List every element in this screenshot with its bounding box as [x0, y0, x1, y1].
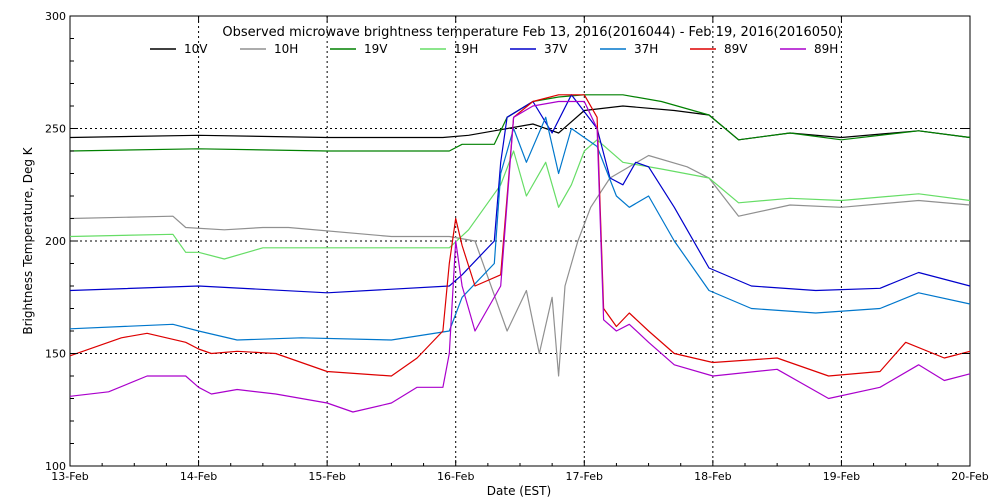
legend-label-10h: 10H: [274, 42, 298, 56]
series-line-19h: [69, 139, 971, 260]
axes: 13-Feb 14-Feb 15-Feb 16-Feb 17-Feb 18-Feb 19-F…: [45, 10, 989, 483]
legend-label-89v: 89V: [724, 42, 748, 56]
x-tick-label: 15-Feb: [308, 470, 345, 483]
x-tick-label: 18-Feb: [694, 470, 731, 483]
legend-label-19h: 19H: [454, 42, 478, 56]
series-lines: [69, 94, 971, 413]
y-tick-label: 100: [45, 460, 66, 473]
legend-label-10v: 10V: [184, 42, 208, 56]
y-tick-label: 300: [45, 10, 66, 23]
x-tick-label: 14-Feb: [180, 470, 217, 483]
x-tick-label: 20-Feb: [951, 470, 988, 483]
legend: 10V 10H 19V 19H 37V 37H 89V 89H: [150, 42, 838, 56]
x-tick-label: 16-Feb: [437, 470, 474, 483]
series-line-10h: [69, 154, 971, 377]
series-line-19v: [69, 94, 971, 152]
x-tick-label: 19-Feb: [823, 470, 860, 483]
legend-label-37v: 37V: [544, 42, 568, 56]
series-line-89h: [69, 100, 971, 413]
chart-title: Observed microwave brightness temperatur…: [222, 25, 841, 40]
x-axis-title: Date (EST): [487, 484, 551, 498]
y-axis-title: Brightness Temperature, Deg K: [21, 146, 35, 334]
y-tick-label: 150: [45, 348, 66, 361]
y-tick-label: 250: [45, 123, 66, 136]
legend-label-37h: 37H: [634, 42, 658, 56]
series-line-37v: [69, 94, 971, 294]
series-line-10v: [69, 105, 971, 141]
legend-label-19v: 19V: [364, 42, 388, 56]
grid-lines: [70, 16, 970, 466]
legend-label-89h: 89H: [814, 42, 838, 56]
x-tick-label: 13-Feb: [51, 470, 88, 483]
series-line-37h: [69, 116, 971, 341]
y-tick-label: 200: [45, 235, 66, 248]
x-tick-label: 17-Feb: [566, 470, 603, 483]
